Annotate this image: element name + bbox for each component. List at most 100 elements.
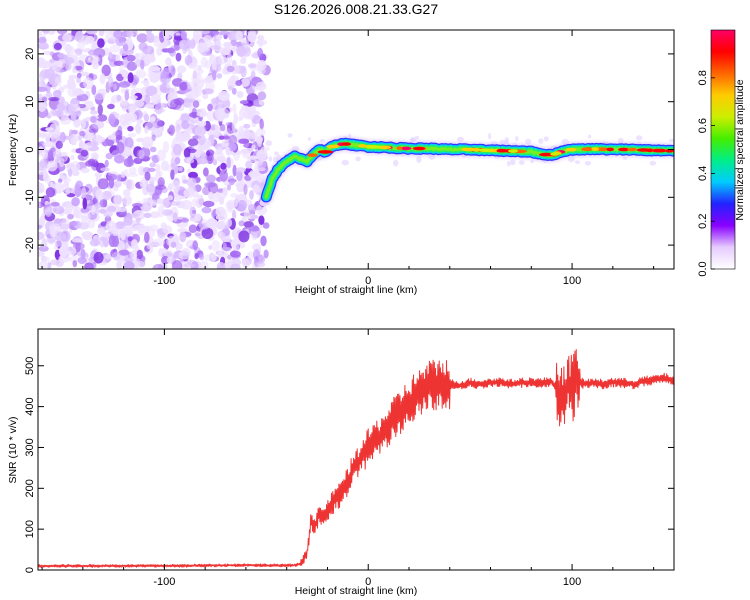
noise-blob: [229, 180, 235, 186]
noise-blob: [668, 138, 674, 143]
noise-blob: [113, 194, 123, 206]
noise-blob: [214, 124, 219, 130]
noise-blob: [238, 138, 250, 144]
noise-blob: [158, 248, 163, 257]
noise-blob: [165, 164, 173, 172]
track-peak: [606, 147, 615, 152]
track-peak: [618, 147, 629, 152]
noise-blob: [97, 103, 104, 116]
noise-blob: [144, 231, 150, 244]
noise-blob: [217, 54, 228, 65]
noise-blob: [235, 167, 246, 173]
noise-blob: [141, 136, 154, 149]
noise-blob: [101, 64, 111, 77]
noise-blob: [319, 139, 325, 143]
noise-blob: [213, 129, 220, 136]
noise-blob: [74, 186, 82, 198]
noise-blob: [525, 138, 532, 145]
noise-blob: [100, 167, 110, 172]
noise-blob: [263, 249, 269, 259]
noise-blob: [143, 113, 150, 122]
noise-blob: [195, 194, 203, 200]
noise-blob: [530, 159, 534, 164]
noise-blob: [58, 157, 65, 168]
noise-blob: [238, 230, 250, 243]
noise-blob: [258, 215, 265, 225]
noise-blob: [82, 197, 88, 210]
noise-blob: [61, 175, 69, 181]
noise-blob: [89, 239, 101, 247]
noise-blob: [136, 33, 148, 43]
noise-blob: [274, 151, 279, 156]
noise-blob: [68, 81, 77, 90]
noise-blob: [215, 206, 226, 217]
noise-blob: [147, 72, 154, 78]
noise-blob: [129, 95, 138, 100]
track-peak: [317, 150, 334, 154]
noise-blob: [58, 254, 71, 263]
noise-blob: [255, 136, 263, 144]
noise-blob: [192, 100, 200, 108]
noise-blob: [72, 89, 85, 96]
noise-blob: [239, 108, 245, 121]
noise-blob: [57, 52, 66, 59]
noise-blob: [218, 90, 230, 102]
noise-blob: [257, 160, 267, 169]
noise-blob: [102, 237, 109, 247]
noise-blob: [105, 32, 115, 41]
noise-blob: [218, 231, 226, 239]
noise-blob: [64, 43, 72, 54]
noise-blob: [149, 211, 161, 219]
noise-blob: [68, 168, 73, 177]
noise-blob: [38, 36, 47, 45]
noise-blob: [56, 102, 66, 112]
noise-blob: [252, 184, 260, 193]
noise-blob: [180, 113, 190, 123]
y-tick-label: 20: [24, 48, 36, 60]
noise-blob: [81, 187, 87, 199]
noise-blob: [40, 133, 51, 138]
noise-blob: [122, 195, 132, 207]
noise-blob: [203, 167, 209, 177]
noise-blob: [232, 164, 237, 177]
noise-blob: [76, 72, 82, 79]
noise-blob: [81, 118, 86, 129]
noise-blob: [157, 43, 166, 49]
track-peak: [550, 152, 560, 156]
noise-blob: [120, 99, 128, 106]
noise-blob: [213, 151, 225, 161]
noise-blob: [193, 85, 203, 97]
colorbar: 0.0 0.2 0.4 0.6 0.8 Normalized spectral ampl…: [697, 29, 746, 277]
noise-blob: [87, 55, 100, 64]
noise-blob: [247, 204, 257, 213]
noise-blob: [38, 224, 43, 229]
y-tick-label: 0: [24, 146, 36, 152]
noise-blob: [38, 215, 46, 228]
noise-blob: [151, 134, 156, 142]
noise-blob: [138, 149, 145, 160]
noise-blob: [116, 141, 125, 154]
noise-blob: [507, 160, 511, 167]
noise-blob: [38, 86, 48, 92]
noise-blob: [243, 123, 251, 129]
noise-blob: [156, 47, 163, 56]
noise-blob: [98, 208, 107, 214]
noise-blob: [49, 259, 61, 266]
noise-blob: [124, 258, 134, 263]
track-peak: [365, 145, 382, 149]
noise-blob: [180, 30, 188, 40]
noise-blob: [232, 209, 237, 220]
noise-blob: [178, 166, 183, 172]
noise-blob: [241, 216, 246, 222]
noise-blob: [85, 160, 94, 167]
noise-blob: [194, 232, 201, 237]
noise-blob: [38, 60, 51, 69]
noise-blob: [38, 93, 43, 101]
noise-blob: [77, 256, 87, 265]
noise-blob: [42, 96, 48, 103]
noise-blob: [126, 36, 133, 46]
noise-blob: [199, 112, 204, 118]
noise-blob: [140, 183, 147, 189]
noise-blob: [145, 121, 157, 131]
